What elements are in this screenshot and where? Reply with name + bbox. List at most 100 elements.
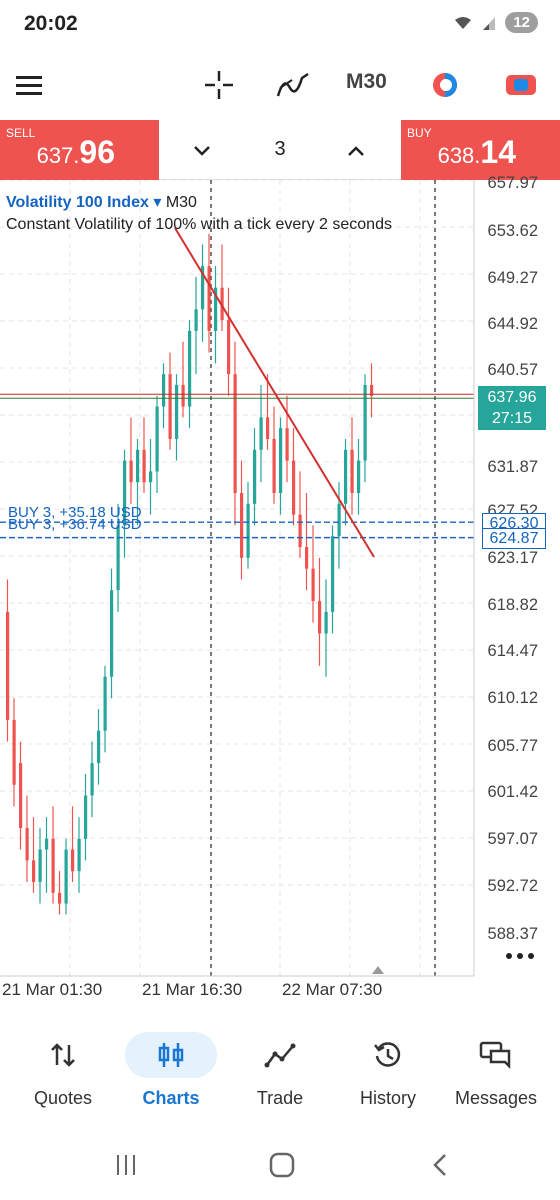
candle-body — [84, 795, 88, 839]
nav-charts[interactable]: Charts — [121, 1032, 221, 1116]
candle-body — [324, 611, 328, 634]
candle-body — [272, 438, 276, 494]
chart-canvas[interactable] — [0, 180, 560, 1008]
candle-body — [292, 460, 296, 515]
time-axis-label: 21 Mar 01:30 — [2, 980, 103, 999]
candle-body — [6, 611, 10, 720]
nav-messages[interactable]: Messages — [446, 1032, 546, 1116]
candle-body — [279, 428, 283, 494]
candle-body — [357, 460, 361, 494]
nav-label: Charts — [142, 1088, 200, 1108]
chart-title: Volatility 100 Index ▾ M30 — [6, 192, 197, 212]
crosshair-icon[interactable] — [196, 62, 242, 108]
price-axis-label: 653.62 — [487, 222, 538, 240]
nav-label: Trade — [256, 1088, 304, 1108]
nav-trade[interactable]: Trade — [230, 1032, 330, 1116]
candle-body — [350, 449, 354, 494]
candle-body — [110, 590, 114, 677]
buy-button[interactable]: BUY 638.14 — [401, 120, 560, 180]
quotes-icon — [17, 1032, 109, 1078]
bottom-navigation: Quotes Charts Trade History Messages — [0, 1024, 560, 1124]
price-axis-label: 640.57 — [487, 361, 538, 379]
candle-body — [19, 763, 23, 828]
price-axis-label: 605.77 — [487, 737, 538, 755]
volume-control: 3 — [159, 120, 401, 180]
shift-marker-icon — [372, 966, 384, 974]
symbol-description: Constant Volatility of 100% with a tick … — [6, 216, 392, 233]
candle-body — [38, 849, 42, 882]
recent-apps-icon[interactable] — [106, 1148, 146, 1182]
order-price-tag: 624.87 — [482, 528, 546, 549]
nav-quotes[interactable]: Quotes — [13, 1032, 113, 1116]
candle-body — [25, 827, 29, 861]
sell-label: SELL — [6, 126, 36, 140]
symbol-name[interactable]: Volatility 100 Index — [6, 194, 149, 211]
symbol-dropdown-icon[interactable]: ▾ — [153, 194, 162, 211]
objects-icon[interactable] — [422, 62, 468, 108]
nav-label: Messages — [454, 1088, 538, 1108]
candle-body — [207, 266, 211, 331]
one-click-trading-panel: SELL 637.96 3 BUY 638.14 — [0, 120, 560, 180]
candle-body — [32, 860, 36, 882]
price-axis-label: 657.97 — [487, 174, 538, 192]
new-order-icon[interactable] — [498, 62, 544, 108]
buy-label: BUY — [407, 126, 432, 140]
candle-body — [162, 374, 166, 407]
candle-body — [168, 374, 172, 439]
home-icon[interactable] — [262, 1148, 302, 1182]
candle-body — [311, 568, 315, 602]
status-time: 20:02 — [24, 12, 78, 35]
volume-decrease-button[interactable] — [185, 134, 219, 168]
candle-body — [194, 309, 198, 331]
candle-body — [175, 384, 179, 439]
trend-line — [174, 227, 375, 558]
charts-icon — [125, 1032, 217, 1078]
candle-body — [45, 838, 49, 850]
system-navigation-bar — [0, 1130, 560, 1200]
candle-body — [285, 428, 289, 461]
price-axis-label: 592.72 — [487, 877, 538, 895]
price-axis-label: 649.27 — [487, 269, 538, 287]
candle-body — [155, 406, 159, 472]
price-axis-label: 631.87 — [487, 458, 538, 476]
candle-body — [77, 838, 81, 872]
volume-increase-button[interactable] — [339, 134, 373, 168]
candle-body — [363, 384, 367, 461]
volume-input[interactable]: 3 — [274, 138, 286, 160]
candle-body — [370, 384, 374, 396]
price-axis-label: 610.12 — [487, 689, 538, 707]
nav-history[interactable]: History — [338, 1032, 438, 1116]
sell-button[interactable]: SELL 637.96 — [0, 120, 159, 180]
candle-body — [266, 417, 270, 439]
price-chart[interactable]: Volatility 100 Index ▾ M30 Constant Vola… — [0, 174, 560, 1008]
bar-countdown: 27:15 — [491, 410, 533, 427]
candle-body — [64, 849, 68, 904]
price-axis-label: 614.47 — [487, 642, 538, 660]
time-axis-label: 21 Mar 16:30 — [142, 980, 243, 999]
nav-label: Quotes — [33, 1088, 93, 1108]
price-axis-label: 588.37 — [487, 925, 538, 943]
trade-icon — [234, 1032, 326, 1078]
status-icons: 12 — [453, 12, 538, 33]
history-icon — [342, 1032, 434, 1078]
price-axis-label: 618.82 — [487, 596, 538, 614]
nav-label: History — [359, 1088, 416, 1108]
candle-body — [298, 514, 302, 548]
indicators-icon[interactable] — [270, 62, 316, 108]
candle-body — [246, 503, 250, 558]
candle-body — [149, 471, 153, 483]
candle-body — [12, 719, 16, 785]
sell-price: 637.96 — [36, 134, 115, 170]
timeframe-selector[interactable]: M30 — [346, 70, 387, 93]
back-icon[interactable] — [420, 1148, 460, 1182]
candle-body — [123, 460, 127, 526]
candle-body — [233, 374, 237, 494]
price-axis-label: 601.42 — [487, 783, 538, 801]
order-line-label[interactable]: BUY 3, +36.74 USD — [8, 516, 142, 533]
candle-body — [214, 287, 218, 331]
menu-icon[interactable] — [6, 62, 52, 108]
order-line-label[interactable]: BUY 3, +35.18 USD — [8, 504, 142, 521]
more-options-icon[interactable] — [504, 948, 538, 964]
signal-icon — [483, 16, 496, 30]
candle-body — [253, 449, 257, 504]
